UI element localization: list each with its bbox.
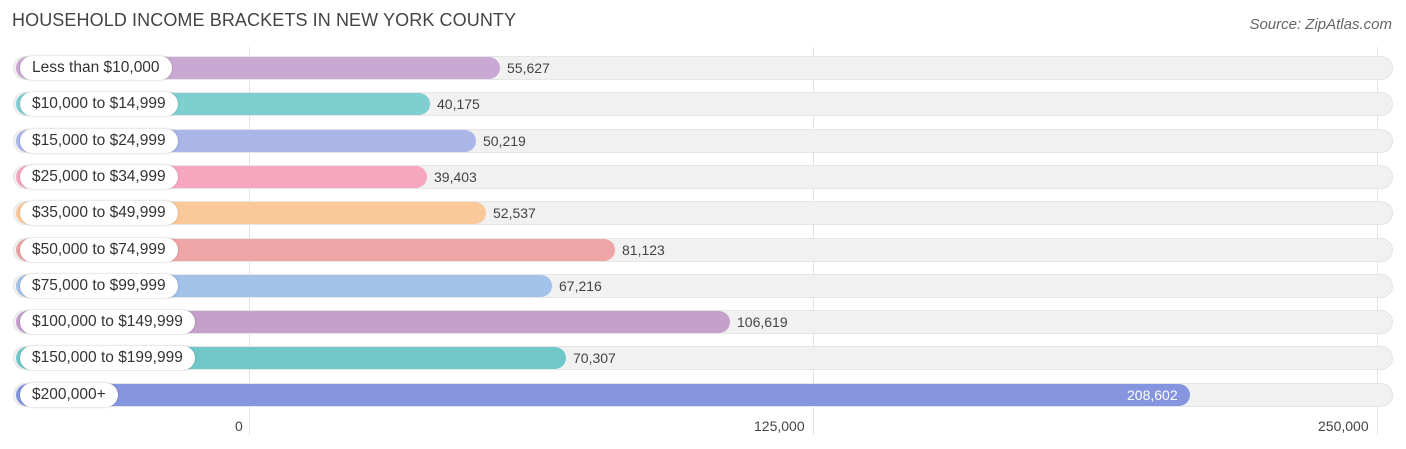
category-label: $50,000 to $74,999 [20,238,178,262]
category-label: $15,000 to $24,999 [20,129,178,153]
x-tick-label: 250,000 [1318,418,1369,434]
value-label: 81,123 [622,242,665,258]
category-label: $10,000 to $14,999 [20,92,178,116]
x-tick-label: 125,000 [754,418,805,434]
value-label: 208,602 [1127,387,1178,403]
value-label: 52,537 [493,205,536,221]
value-label: 40,175 [437,96,480,112]
source-label: Source: ZipAtlas.com [1249,16,1392,33]
category-label: $35,000 to $49,999 [20,201,178,225]
category-label: Less than $10,000 [20,56,172,80]
category-label: $75,000 to $99,999 [20,274,178,298]
category-label: $200,000+ [20,383,118,407]
value-label: 39,403 [434,169,477,185]
value-label: 55,627 [507,60,550,76]
value-label: 106,619 [737,314,788,330]
x-tick-label: 0 [235,418,243,434]
value-label: 50,219 [483,133,526,149]
bar [16,384,1190,406]
category-label: $25,000 to $34,999 [20,165,178,189]
category-label: $150,000 to $199,999 [20,346,195,370]
bar [16,311,730,333]
value-label: 67,216 [559,278,602,294]
chart-title: HOUSEHOLD INCOME BRACKETS IN NEW YORK CO… [12,10,517,30]
category-label: $100,000 to $149,999 [20,310,195,334]
value-label: 70,307 [573,350,616,366]
